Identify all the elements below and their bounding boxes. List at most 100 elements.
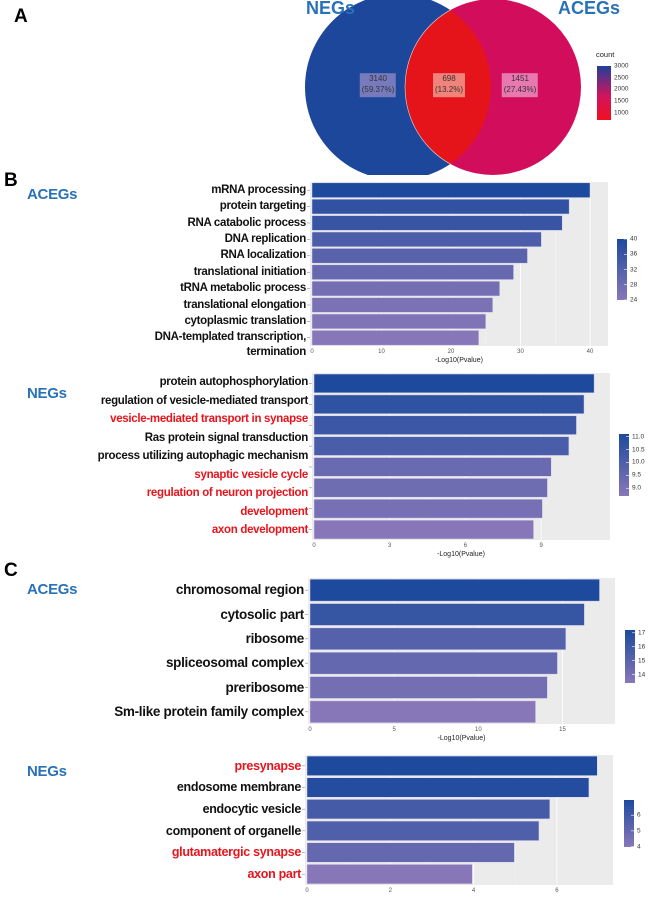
bar — [311, 248, 528, 264]
region-count: 3140 — [369, 74, 387, 84]
category-label: tRNA metabolic process — [180, 282, 306, 295]
legend-tick-label: 9.5 — [632, 471, 642, 479]
x-tick-label: 10 — [474, 727, 482, 733]
bar — [306, 820, 540, 841]
x-tick-label: 5 — [392, 727, 396, 733]
category-label: axon development — [211, 524, 308, 537]
legend-tick-label: 36 — [630, 250, 638, 258]
plot-panel — [308, 578, 615, 724]
category-label: protein autophosphorylation — [159, 376, 309, 388]
legend-tick-label: 17 — [638, 629, 646, 637]
venn-region-overlap: 698 (13.2%) — [432, 73, 466, 97]
venn-overlap — [404, 0, 491, 175]
x-tick-label: 20 — [447, 349, 455, 355]
venn-region-acegs: 1451 (27.43%) — [501, 73, 539, 97]
x-tick-label: 9 — [539, 543, 543, 549]
legend-tick-label: 32 — [630, 266, 638, 273]
x-tick-label: 40 — [586, 349, 594, 355]
color-legend-bar — [619, 434, 629, 496]
category-label: Sm-like protein family complex — [114, 704, 304, 720]
x-tick-label: 4 — [471, 888, 476, 894]
x-tick-label: 2 — [388, 888, 392, 894]
bar — [311, 215, 563, 231]
venn-legend-tick: 1500 — [614, 97, 629, 105]
legend-tick-label: 28 — [630, 281, 638, 289]
x-tick-label: 30 — [517, 349, 524, 355]
bar — [313, 436, 570, 456]
bar — [313, 373, 595, 394]
group-title-b-negs: NEGs — [27, 385, 67, 402]
venn-title-acegs: ACEGs — [558, 0, 621, 18]
category-label: RNA catabolic process — [187, 216, 306, 229]
bar — [311, 182, 591, 198]
venn-legend-bar — [597, 66, 611, 120]
legend-tick-label: 11.0 — [632, 433, 645, 441]
bar — [309, 651, 558, 675]
group-title-c-acegs: ACEGs — [27, 581, 78, 598]
bar — [313, 394, 585, 414]
x-axis-title: -Log10(Pvalue) — [435, 357, 483, 364]
color-legend-bar — [624, 800, 634, 847]
x-tick-label: 0 — [310, 349, 314, 355]
bar — [309, 700, 536, 724]
legend-tick-label: 16 — [638, 643, 646, 651]
bar — [306, 842, 515, 863]
venn-legend-tick: 2000 — [614, 85, 629, 93]
x-tick-label: 15 — [559, 727, 566, 733]
bar — [311, 231, 542, 248]
bar — [313, 478, 548, 498]
bar — [313, 457, 552, 477]
category-label: chromosomal region — [175, 582, 304, 598]
bar — [313, 499, 543, 519]
category-label: process utilizing autophagic mechanism — [97, 450, 309, 463]
legend-tick-label: 5 — [637, 827, 641, 835]
panel-letter-a: A — [14, 6, 28, 27]
bar — [306, 799, 551, 820]
category-label: ribosome — [245, 631, 305, 647]
bar — [306, 777, 590, 798]
x-tick-label: 0 — [308, 727, 312, 733]
x-tick-label: 10 — [378, 349, 385, 355]
venn-legend-tick: 2500 — [614, 74, 629, 82]
category-label: Ras protein signal transduction — [144, 431, 309, 444]
category-label: axon part — [247, 867, 301, 882]
x-tick-label: 0 — [312, 543, 316, 549]
category-label: RNA localization — [220, 249, 306, 262]
x-axis-title: -Log10(Pvalue) — [437, 735, 486, 742]
category-label: regulation of neuron projection developm… — [146, 487, 309, 518]
category-label: translational elongation — [183, 298, 306, 311]
bar — [309, 627, 567, 651]
category-label: regulation of vesicle-mediated transport — [100, 394, 308, 407]
legend-tick-label: 9.0 — [632, 484, 642, 492]
category-label: glutamatergic synapse — [171, 845, 301, 860]
venn-diagram — [305, 0, 611, 175]
group-title-c-negs: NEGs — [27, 763, 67, 780]
category-label: protein targeting — [219, 200, 307, 213]
panel-letter-c: C — [4, 560, 18, 581]
bar — [313, 415, 577, 435]
category-label: vesicle-mediated transport in synapse — [110, 413, 308, 426]
legend-tick-label: 4 — [637, 843, 641, 851]
color-legend-bar — [617, 239, 627, 300]
region-percent: (27.43%) — [503, 85, 537, 94]
legend-tick-label: 14 — [638, 671, 646, 679]
region-percent: (13.2%) — [434, 85, 464, 94]
plot-panel — [305, 755, 613, 885]
category-label: cytosolic part — [220, 606, 304, 622]
category-label: endocytic vesicle — [202, 802, 302, 817]
venn-legend-title: count — [596, 50, 615, 59]
legend-tick-label: 15 — [638, 657, 646, 665]
venn-region-negs: 3140 (59.37%) — [359, 73, 397, 97]
bar — [309, 676, 548, 699]
legend-tick-label: 40 — [630, 235, 638, 243]
bar — [306, 864, 473, 885]
color-legend-bar — [625, 630, 635, 683]
plot-panel — [310, 182, 608, 346]
legend-tick-label: 24 — [630, 296, 638, 304]
category-label: DNA replication — [224, 232, 307, 245]
venn-legend-tick: 1000 — [614, 109, 629, 117]
bar — [311, 198, 570, 215]
category-label: DNA-templated transcription, termination — [154, 331, 307, 359]
category-label: component of organelle — [165, 823, 301, 838]
